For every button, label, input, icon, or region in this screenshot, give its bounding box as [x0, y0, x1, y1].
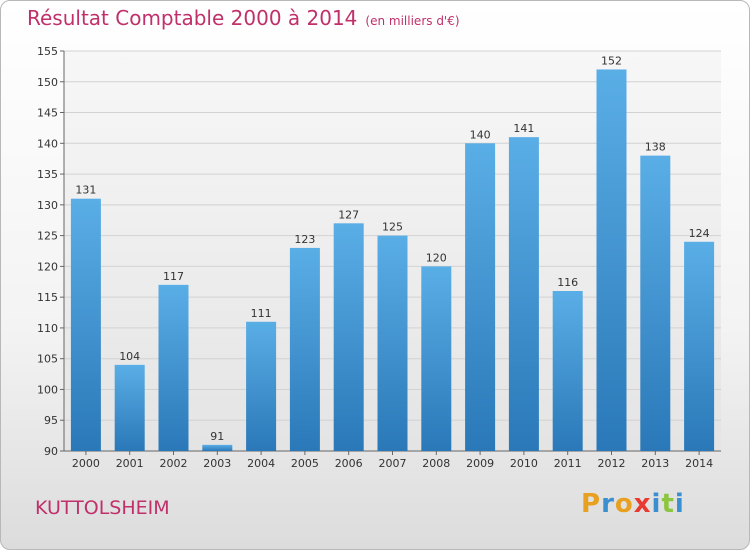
data-label: 138 — [645, 141, 666, 154]
logo-letter: i — [674, 489, 685, 519]
chart-title-text: Résultat Comptable 2000 à 2014 — [27, 6, 358, 30]
data-label: 91 — [210, 430, 224, 443]
bar — [246, 321, 277, 451]
data-label: 116 — [557, 276, 578, 289]
chart-subtitle: (en milliers d'€) — [365, 14, 460, 28]
bar — [289, 247, 320, 451]
bar — [465, 143, 496, 452]
x-tick-label: 2005 — [291, 457, 319, 470]
data-label: 111 — [251, 307, 272, 320]
x-tick-label: 2013 — [641, 457, 669, 470]
data-label: 141 — [513, 122, 534, 135]
y-tick-label: 155 — [37, 45, 58, 58]
y-tick-label: 150 — [37, 76, 58, 89]
y-tick-label: 105 — [37, 353, 58, 366]
y-tick-label: 100 — [37, 383, 58, 396]
x-tick-label: 2014 — [685, 457, 713, 470]
data-label: 127 — [338, 208, 359, 221]
y-tick-label: 125 — [37, 230, 58, 243]
logo-letter: o — [614, 489, 634, 519]
logo-letter: P — [581, 489, 602, 519]
x-tick-label: 2004 — [247, 457, 275, 470]
bar — [640, 155, 671, 451]
x-tick-label: 2003 — [203, 457, 231, 470]
x-tick-label: 2009 — [466, 457, 494, 470]
data-label: 117 — [163, 270, 184, 283]
bar — [596, 69, 627, 451]
y-tick-label: 110 — [37, 322, 58, 335]
logo-letter: t — [661, 489, 675, 519]
bar — [508, 137, 539, 451]
bar — [377, 235, 408, 451]
x-tick-label: 2006 — [335, 457, 363, 470]
bar — [70, 198, 101, 451]
y-tick-label: 120 — [37, 260, 58, 273]
chart-title: Résultat Comptable 2000 à 2014 (en millie… — [27, 6, 460, 30]
data-label: 152 — [601, 54, 622, 67]
bar — [684, 241, 715, 451]
y-tick-label: 130 — [37, 199, 58, 212]
x-tick-label: 2007 — [379, 457, 407, 470]
x-tick-label: 2001 — [116, 457, 144, 470]
data-label: 140 — [470, 128, 491, 141]
y-tick-label: 145 — [37, 107, 58, 120]
data-label: 125 — [382, 221, 403, 234]
x-tick-label: 2012 — [598, 457, 626, 470]
bar — [552, 291, 583, 451]
data-label: 104 — [119, 350, 140, 363]
bar — [202, 444, 233, 451]
logo-letter: i — [651, 489, 662, 519]
logo-letter: r — [601, 489, 615, 519]
proxiti-logo: Proxiti — [581, 489, 685, 519]
x-tick-label: 2008 — [422, 457, 450, 470]
data-label: 131 — [75, 184, 96, 197]
data-label: 124 — [689, 227, 710, 240]
logo-letter: x — [633, 489, 652, 519]
bar — [421, 266, 452, 451]
y-tick-label: 95 — [44, 414, 58, 427]
data-label: 120 — [426, 251, 447, 264]
x-tick-label: 2010 — [510, 457, 538, 470]
y-tick-label: 140 — [37, 137, 58, 150]
y-tick-label: 115 — [37, 291, 58, 304]
y-tick-label: 90 — [44, 445, 58, 458]
bar — [158, 284, 189, 451]
x-tick-label: 2011 — [554, 457, 582, 470]
data-label: 123 — [294, 233, 315, 246]
x-tick-label: 2000 — [72, 457, 100, 470]
x-tick-label: 2002 — [160, 457, 188, 470]
place-name: KUTTOLSHEIM — [35, 497, 170, 519]
bar — [114, 364, 145, 451]
y-tick-label: 135 — [37, 168, 58, 181]
bar — [333, 223, 364, 451]
